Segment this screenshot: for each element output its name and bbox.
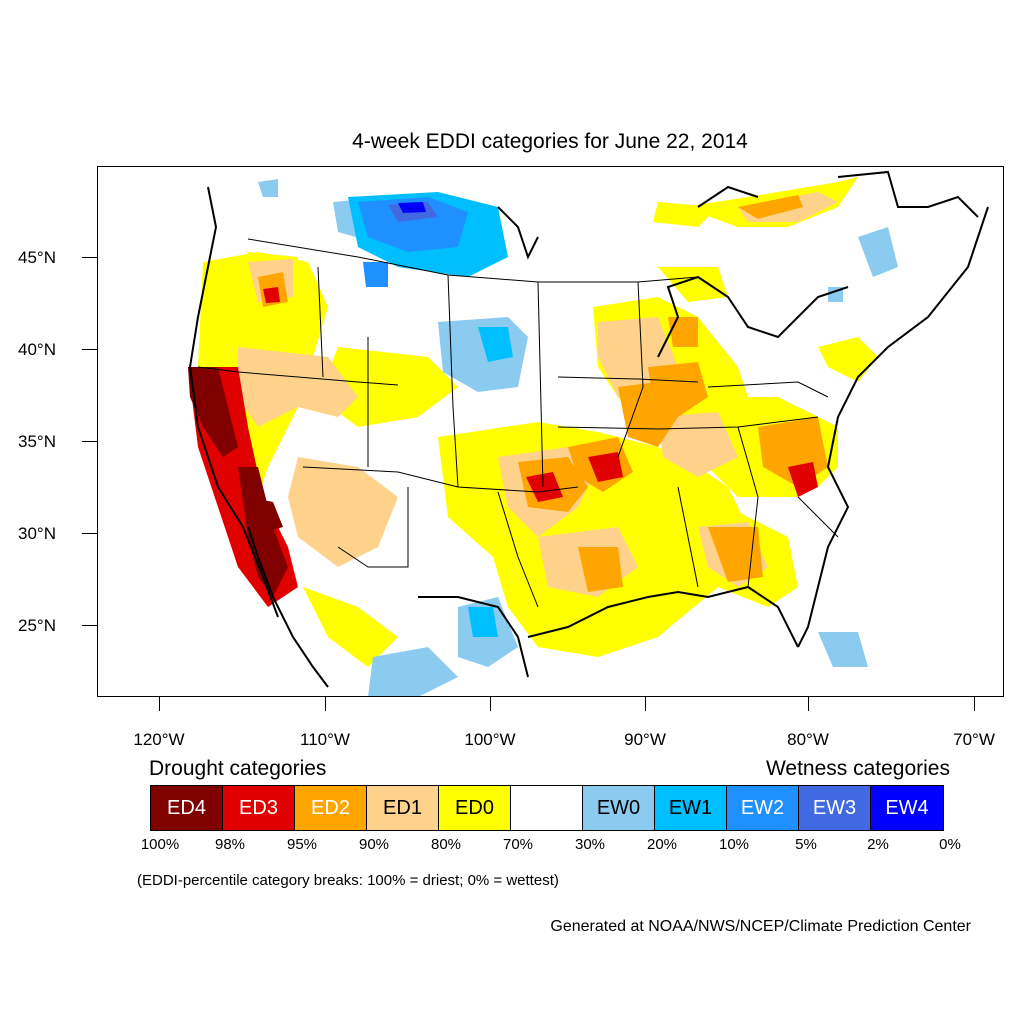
legend-cell-ew0: EW0 [583, 786, 655, 830]
wetness-heading: Wetness categories [765, 757, 950, 780]
pct-break: 20% [646, 836, 678, 853]
pct-break: 0% [939, 836, 961, 853]
pct-break: 95% [286, 836, 318, 853]
lon-tick [490, 697, 491, 711]
drought-heading: Drought categories [149, 757, 327, 780]
legend-cell-ed2: ED2 [295, 786, 367, 830]
lat-label-35: 35°N [18, 432, 56, 451]
lon-tick [159, 697, 160, 711]
pct-break: 5% [795, 836, 817, 853]
ew4-region [398, 202, 426, 213]
lon-label-80: 80°W [787, 730, 829, 749]
lon-tick [808, 697, 809, 711]
lat-label-40: 40°N [18, 340, 56, 359]
lon-tick [325, 697, 326, 711]
legend-cell-ew3: EW3 [799, 786, 871, 830]
map-title: 4-week EDDI categories for June 22, 2014 [352, 130, 748, 153]
legend-cell-ed4: ED4 [151, 786, 223, 830]
lat-tick [82, 625, 97, 626]
pct-break: 100% [140, 836, 180, 853]
legend-cell-neutral [511, 786, 583, 830]
lon-label-120: 120°W [133, 730, 185, 749]
legend-cell-ed1: ED1 [367, 786, 439, 830]
legend-cell-ew2: EW2 [727, 786, 799, 830]
coastlines [188, 170, 989, 688]
footnote: (EDDI-percentile category breaks: 100% =… [137, 872, 559, 889]
lon-label-110: 110°W [300, 730, 350, 749]
lon-label-90: 90°W [624, 730, 666, 749]
pct-break: 2% [867, 836, 889, 853]
pct-break: 98% [214, 836, 246, 853]
pct-break: 30% [574, 836, 606, 853]
legend-cell-ed3: ED3 [223, 786, 295, 830]
pct-break: 10% [718, 836, 750, 853]
lon-tick [645, 697, 646, 711]
lat-tick [82, 441, 97, 442]
pct-break: 70% [502, 836, 534, 853]
lat-tick [82, 349, 97, 350]
credit-line: Generated at NOAA/NWS/NCEP/Climate Predi… [550, 918, 971, 935]
lat-tick [82, 533, 97, 534]
lon-label-100: 100°W [464, 730, 516, 749]
legend-colorbar: ED4 ED3 ED2 ED1 ED0 EW0 EW1 EW2 EW3 EW4 [150, 785, 944, 831]
pct-break: 80% [430, 836, 462, 853]
eddi-map [188, 170, 989, 696]
lat-label-30: 30°N [18, 524, 56, 543]
legend-cell-ew1: EW1 [655, 786, 727, 830]
ew2-region [358, 197, 468, 287]
ed4-region [188, 367, 288, 597]
lat-label-25: 25°N [18, 616, 56, 635]
pct-break: 90% [358, 836, 390, 853]
map-panel [97, 166, 1004, 697]
boundary-lines [197, 238, 839, 608]
lon-tick [974, 697, 975, 711]
lat-tick [82, 257, 97, 258]
lon-label-70: 70°W [953, 730, 995, 749]
legend-cell-ed0: ED0 [439, 786, 511, 830]
legend-cell-ew4: EW4 [871, 786, 943, 830]
lat-label-45: 45°N [18, 248, 56, 267]
